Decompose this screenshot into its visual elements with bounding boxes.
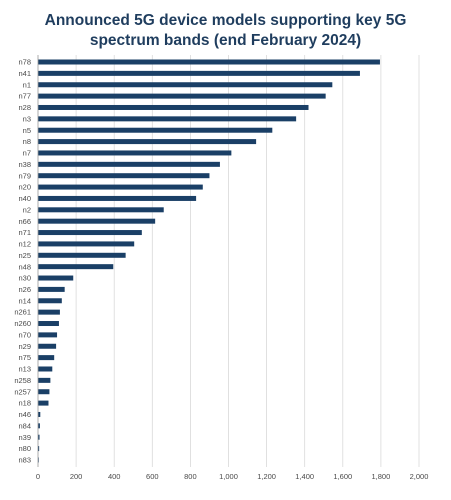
- bar-n2: [38, 207, 164, 213]
- bar-n257: [38, 389, 50, 395]
- bar-n38: [38, 161, 220, 167]
- chart-title: Announced 5G device models supporting ke…: [0, 11, 451, 51]
- bar-n18: [38, 400, 49, 406]
- category-label-n40: n40: [18, 194, 31, 203]
- category-label-n2: n2: [23, 205, 31, 214]
- category-label-n30: n30: [18, 274, 31, 283]
- category-label-n48: n48: [18, 262, 31, 271]
- category-label-n260: n260: [14, 319, 31, 328]
- category-labels: n78 n41 n1 n77 n28 n3 n5 n8 n7 n38 n79 n20 n40 n2 n66 n…: [14, 58, 31, 465]
- category-label-n83: n83: [18, 456, 31, 465]
- x-tick-label-2000: 2,000: [410, 472, 429, 481]
- bar-n77: [38, 93, 326, 99]
- category-label-n13: n13: [18, 365, 31, 374]
- category-label-n12: n12: [18, 240, 31, 249]
- bar-n30: [38, 275, 74, 281]
- bar-n75: [38, 355, 55, 361]
- category-label-n38: n38: [18, 160, 31, 169]
- x-tick-label-0: 0: [36, 472, 40, 481]
- x-tick-label-400: 400: [108, 472, 121, 481]
- category-label-n26: n26: [18, 285, 31, 294]
- bar-n78: [38, 59, 380, 65]
- category-label-n70: n70: [18, 330, 31, 339]
- bar-n7: [38, 150, 232, 156]
- category-label-n1: n1: [23, 80, 31, 89]
- category-label-n7: n7: [23, 149, 31, 158]
- bar-n8: [38, 139, 257, 145]
- category-label-n20: n20: [18, 183, 31, 192]
- category-label-n25: n25: [18, 251, 31, 260]
- bar-n46: [38, 411, 41, 417]
- category-label-n39: n39: [18, 433, 31, 442]
- category-label-n257: n257: [14, 387, 31, 396]
- category-label-n14: n14: [18, 296, 31, 305]
- bars: [38, 59, 380, 463]
- bar-n261: [38, 309, 60, 315]
- category-label-n18: n18: [18, 399, 31, 408]
- category-label-n46: n46: [18, 410, 31, 419]
- bar-n39: [38, 434, 40, 440]
- bar-n71: [38, 230, 142, 236]
- x-tick-label-1400: 1,400: [295, 472, 314, 481]
- bar-n66: [38, 218, 156, 224]
- category-label-n5: n5: [23, 126, 31, 135]
- bar-n3: [38, 116, 297, 122]
- category-label-n78: n78: [18, 58, 31, 67]
- category-label-n8: n8: [23, 137, 31, 146]
- category-label-n77: n77: [18, 92, 31, 101]
- bar-n26: [38, 286, 65, 292]
- category-label-n66: n66: [18, 217, 31, 226]
- bar-n41: [38, 70, 360, 76]
- x-tick-labels: 0 200 400 600 800 1,000 1,200 1,400 1,600 1,800 2,…: [36, 472, 428, 481]
- category-label-n84: n84: [18, 421, 31, 430]
- bar-n70: [38, 332, 58, 338]
- grid-lines: [75, 55, 420, 467]
- chart-title-line-1: Announced 5G device models supporting ke…: [44, 12, 407, 29]
- category-label-n75: n75: [18, 353, 31, 362]
- bar-n84: [38, 423, 40, 429]
- bar-n29: [38, 343, 57, 349]
- category-label-n29: n29: [18, 342, 31, 351]
- category-label-n28: n28: [18, 103, 31, 112]
- bar-n258: [38, 377, 51, 383]
- bar-n12: [38, 241, 135, 247]
- bar-n5: [38, 127, 273, 133]
- bar-n260: [38, 321, 59, 327]
- bar-n13: [38, 366, 53, 372]
- bar-n25: [38, 252, 126, 258]
- bar-n48: [38, 264, 114, 270]
- bar-n20: [38, 184, 203, 190]
- category-label-n79: n79: [18, 171, 31, 180]
- category-label-n71: n71: [18, 228, 31, 237]
- x-tick-label-1200: 1,200: [257, 472, 276, 481]
- x-tick-label-200: 200: [70, 472, 83, 481]
- category-label-n3: n3: [23, 114, 31, 123]
- category-label-n41: n41: [18, 69, 31, 78]
- chart-title-line-2: spectrum bands (end February 2024): [89, 32, 362, 49]
- x-tick-label-600: 600: [146, 472, 159, 481]
- category-label-n258: n258: [14, 376, 31, 385]
- bar-n80: [38, 446, 40, 452]
- x-tick-label-1600: 1,600: [333, 472, 352, 481]
- bar-n79: [38, 173, 210, 179]
- bar-n28: [38, 104, 309, 110]
- bar-n40: [38, 195, 197, 201]
- bar-n14: [38, 298, 62, 304]
- category-label-n80: n80: [18, 444, 31, 453]
- x-tick-label-1000: 1,000: [219, 472, 238, 481]
- bar-n1: [38, 82, 333, 88]
- x-tick-label-800: 800: [184, 472, 197, 481]
- x-tick-label-1800: 1,800: [372, 472, 391, 481]
- category-label-n261: n261: [14, 308, 31, 317]
